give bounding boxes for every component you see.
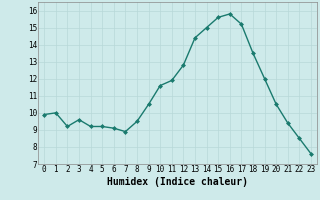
- X-axis label: Humidex (Indice chaleur): Humidex (Indice chaleur): [107, 177, 248, 187]
